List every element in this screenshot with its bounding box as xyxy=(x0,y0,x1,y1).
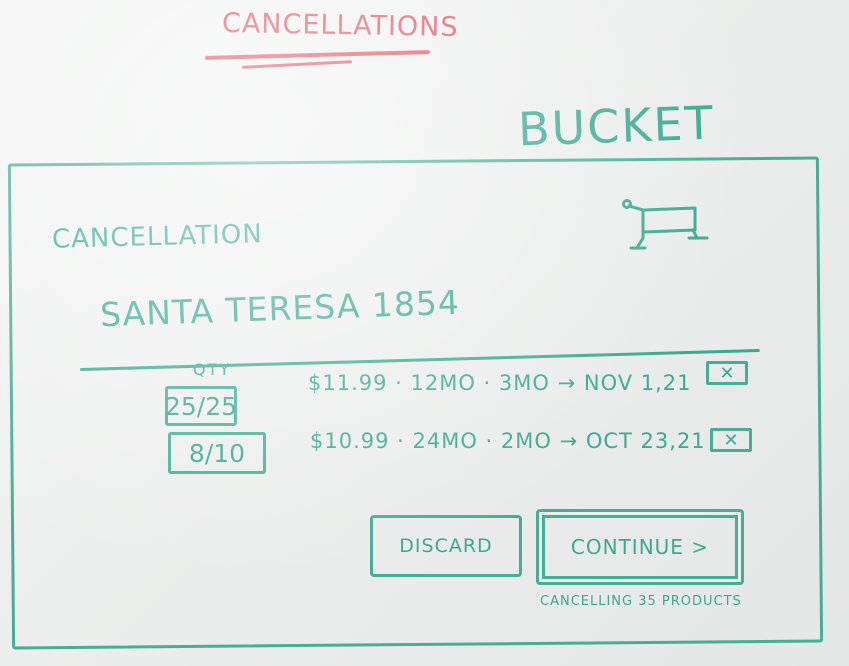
quantity-field[interactable]: 25/25 xyxy=(165,386,237,426)
quantity-value: 8/10 xyxy=(188,438,246,468)
close-icon: ✕ xyxy=(719,362,735,384)
heading-underline-2 xyxy=(241,60,353,69)
close-icon: ✕ xyxy=(723,429,739,451)
page-heading: CANCELLATIONS xyxy=(221,7,459,44)
cancel-summary: CANCELLING 35 PRODUCTS xyxy=(540,594,742,609)
shopping-cart-icon[interactable] xyxy=(615,192,715,262)
remove-item-button[interactable]: ✕ xyxy=(706,361,748,385)
quantity-value: 25/25 xyxy=(164,391,238,421)
discard-button[interactable]: DISCARD xyxy=(370,515,522,577)
qty-header: QTY xyxy=(193,360,232,379)
continue-button[interactable]: CONTINUE > xyxy=(536,509,744,585)
panel-title: CANCELLATION xyxy=(51,219,264,255)
line-item-details: $11.99 · 12MO · 3MO → NOV 1,21 xyxy=(308,371,692,395)
quantity-field[interactable]: 8/10 xyxy=(168,432,266,474)
heading-underline xyxy=(204,50,431,60)
line-item-details: $10.99 · 24MO · 2MO → OCT 23,21 xyxy=(310,429,706,453)
bucket-label: BUCKET xyxy=(517,95,716,157)
remove-item-button[interactable]: ✕ xyxy=(710,428,752,452)
